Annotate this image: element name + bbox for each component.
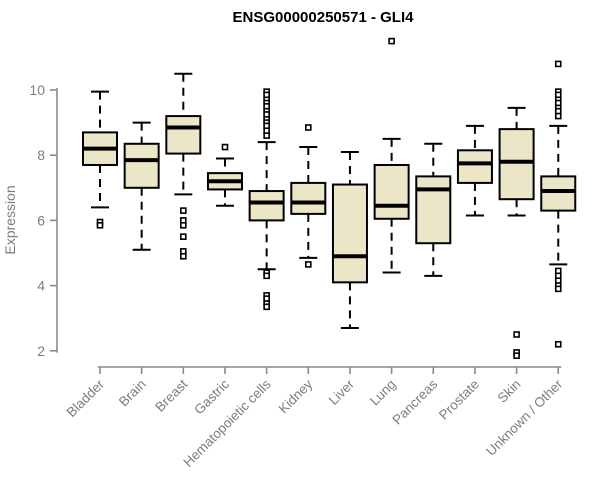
boxplot-gastric [206,143,243,207]
y-axis-title: Expression [2,185,18,254]
y-tick-label: 2 [37,343,45,359]
x-tick-label-kidney: Kidney [276,376,316,416]
outlier-point [180,221,187,229]
iqr-box [165,115,202,155]
iqr-box [415,175,452,245]
outlier-point [513,352,520,359]
x-tick-label-pancreas: Pancreas [389,376,440,427]
x-tick-label-prostate: Prostate [436,377,482,423]
y-tick-label: 10 [29,82,45,98]
outlier-point [304,124,312,131]
x-tick-label-brain: Brain [116,377,149,410]
y-tick-label: 8 [37,147,45,163]
x-tick-label-gastric: Gastric [191,376,232,417]
x-tick-label-liver: Liver [326,376,358,408]
iqr-box [373,163,410,220]
x-tick-label-unknown-other: Unknown / Other [483,376,566,459]
outlier-point [180,252,187,260]
boxplot-bladder [82,90,118,229]
outlier-point [304,261,312,268]
boxes-layer [82,37,577,359]
boxplot-lung [373,37,410,274]
outlier-point [554,60,562,68]
outlier-point [554,112,562,120]
boxplot-prostate [456,124,493,217]
y-tick-label: 6 [37,212,45,228]
iqr-box [456,149,493,184]
boxplot-pancreas [415,142,452,277]
outlier-point [263,272,270,280]
iqr-box [498,128,535,201]
iqr-box [331,183,368,284]
outlier-point [263,303,270,311]
iqr-box [248,190,285,222]
outlier-point [180,207,187,214]
x-tick-label-bladder: Bladder [64,376,108,420]
outlier-point [96,221,104,229]
boxplot-liver [331,150,368,329]
outlier-point [388,37,395,45]
x-tick-label-skin: Skin [495,377,524,406]
boxplot-kidney [290,124,327,268]
outlier-point [554,285,562,293]
y-tick-label: 4 [37,278,45,294]
boxplot-breast [165,72,202,260]
outlier-point [263,132,270,139]
iqr-box [123,142,160,189]
outlier-point [180,233,187,240]
iqr-box [290,181,327,215]
x-tick-label-breast: Breast [152,376,190,414]
boxplot-brain [123,121,160,251]
outlier-point [554,340,562,348]
iqr-box [540,175,577,212]
outlier-point [221,143,229,151]
boxplot-hematopoietic-cells [248,88,285,311]
boxplot-skin [498,106,535,359]
boxplot-unknown-other [540,60,577,348]
x-tick-label-lung: Lung [367,377,399,409]
chart-title: ENSG00000250571 - GLI4 [233,9,415,26]
outlier-point [513,331,520,338]
